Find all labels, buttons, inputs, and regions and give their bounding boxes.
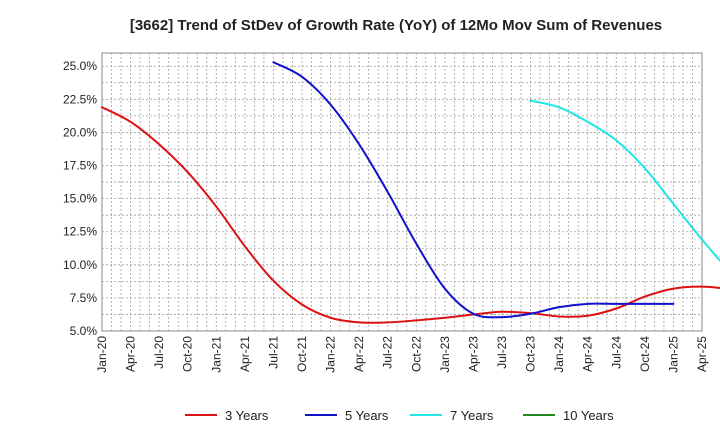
legend-label-3: 7 Years — [450, 408, 494, 423]
x-tick-label: Oct-20 — [181, 336, 195, 372]
x-tick-label: Jul-20 — [152, 336, 166, 369]
x-tick-label: Apr-24 — [581, 336, 595, 372]
x-tick-label: Oct-24 — [638, 336, 652, 372]
x-tick-label: Apr-23 — [466, 336, 480, 372]
x-tick-label: Oct-21 — [295, 336, 309, 372]
y-tick-label: 12.5% — [63, 225, 97, 239]
axes: 5.0% 7.5% 10.0% 12.5% 15.0% 17.5% 20.0% 22.5% 25… — [63, 59, 709, 372]
x-tick-label: Jul-23 — [495, 336, 509, 369]
x-tick-label: Jan-25 — [666, 336, 680, 373]
x-tick-label: Apr-20 — [124, 336, 138, 372]
legend: 3 Years 5 Years 7 Years 10 Years — [185, 408, 614, 423]
x-tick-label: Apr-22 — [352, 336, 366, 372]
series-line-2 — [272, 61, 675, 319]
grid — [101, 52, 703, 332]
legend-label-1: 3 Years — [225, 408, 269, 423]
x-tick-label: Jul-22 — [381, 336, 395, 369]
y-tick-label: 15.0% — [63, 192, 97, 206]
y-tick-label: 25.0% — [63, 59, 97, 73]
y-tick-label: 22.5% — [63, 92, 97, 106]
series-line-1 — [101, 106, 720, 324]
y-tick-label: 5.0% — [70, 324, 98, 338]
x-tick-label: Oct-23 — [524, 336, 538, 372]
legend-label-2: 5 Years — [345, 408, 389, 423]
y-tick-label: 7.5% — [70, 291, 98, 305]
x-tick-label: Apr-25 — [695, 336, 709, 372]
x-tick-label: Jan-20 — [95, 336, 109, 373]
y-tick-label: 10.0% — [63, 258, 97, 272]
chart-title: [3662] Trend of StDev of Growth Rate (Yo… — [130, 17, 662, 34]
x-tick-label: Oct-22 — [409, 336, 423, 372]
x-tick-label: Jan-21 — [209, 336, 223, 373]
x-tick-label: Jul-24 — [609, 336, 623, 369]
x-tick-label: Jan-22 — [324, 336, 338, 373]
plot-area — [101, 52, 703, 332]
legend-label-4: 10 Years — [563, 408, 614, 423]
series-line-3 — [529, 99, 720, 263]
x-tick-label: Jul-21 — [266, 336, 280, 369]
x-tick-label: Jan-23 — [438, 336, 452, 373]
y-tick-label: 17.5% — [63, 159, 97, 173]
x-tick-label: Apr-21 — [238, 336, 252, 372]
series-lines — [101, 61, 720, 324]
y-tick-label: 20.0% — [63, 125, 97, 139]
x-tick-label: Jan-24 — [552, 336, 566, 373]
